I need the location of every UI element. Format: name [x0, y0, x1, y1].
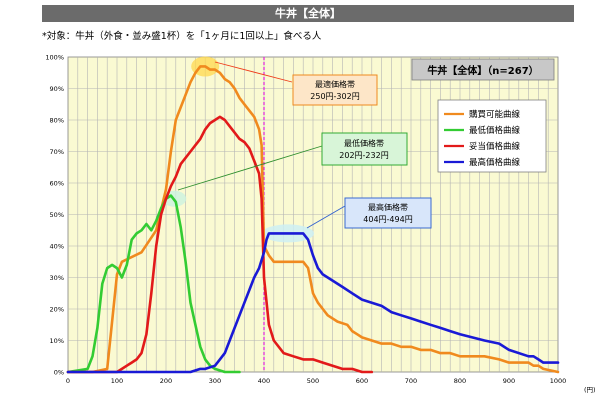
y-tick-label: 50%: [50, 211, 64, 219]
low-callout-leader: [177, 145, 323, 191]
high-callout-label: 最高価格帯: [368, 202, 408, 212]
grid: [68, 57, 558, 372]
x-tick-label: 0: [66, 377, 70, 385]
y-tick-label: 80%: [50, 117, 64, 125]
optimal-price-callout: 最適価格帯 250円-302円: [292, 74, 378, 106]
y-tick-label: 20%: [50, 306, 64, 314]
legend-label: 最低価格曲線: [469, 125, 521, 136]
chart-subtitle: *対象：牛丼（外食・並み盛1杯）を「1ヶ月に1回以上」食べる人: [42, 31, 322, 42]
x-tick-label: 800: [454, 377, 466, 385]
legend-label: 購買可能曲線: [469, 109, 521, 120]
series-lines: [66, 65, 560, 374]
series-line-1: [66, 194, 241, 374]
x-tick-label: 300: [209, 377, 221, 385]
y-tick-label: 0%: [54, 369, 64, 377]
x-axis-unit: (円): [584, 386, 596, 394]
high-callout-range: 404円-494円: [363, 215, 412, 224]
x-tick-label: 100: [111, 377, 123, 385]
y-tick-label: 60%: [50, 180, 64, 188]
high-callout-leader: [306, 205, 346, 229]
optimal-callout-range: 250円-302円: [310, 92, 359, 101]
low-callout-label: 最低価格帯: [344, 138, 384, 148]
x-tick-label: 500: [307, 377, 319, 385]
sample-size-box: 牛丼【全体】（n=267）: [411, 58, 555, 81]
series-line-2: [66, 115, 374, 374]
legend-label: 妥当価格曲線: [469, 141, 521, 152]
x-tick-label: 400: [258, 377, 270, 385]
y-tick-label: 40%: [50, 243, 64, 251]
y-tick-label: 10%: [50, 337, 64, 345]
y-tick-label: 100%: [45, 54, 64, 62]
x-tick-label: 700: [405, 377, 417, 385]
y-tick-label: 70%: [50, 148, 64, 156]
series-line-3: [66, 232, 560, 374]
series-line-0: [66, 65, 560, 374]
y-tick-label: 90%: [50, 85, 64, 93]
optimal-callout-label: 最適価格帯: [315, 79, 355, 89]
high-price-callout: 最高価格帯 404円-494円: [344, 197, 432, 229]
x-tick-label: 200: [160, 377, 172, 385]
x-tick-label: 900: [503, 377, 515, 385]
x-axis-ticks: 0 100 200 300 400 500 600 700 800 900 1000: [66, 377, 566, 385]
legend-label: 最高価格曲線: [469, 157, 521, 168]
optimal-callout-leader: [214, 61, 293, 83]
low-price-callout: 最低価格帯 202円-232円: [321, 132, 408, 166]
sample-size-label: 牛丼【全体】（n=267）: [427, 64, 538, 77]
y-axis-ticks: 0% 10% 20% 30% 40% 50% 60% 70% 80% 90% 100%: [45, 54, 64, 377]
low-callout-range: 202円-232円: [339, 151, 388, 160]
x-tick-label: 600: [356, 377, 368, 385]
x-tick-label: 1000: [550, 377, 567, 385]
chart-title: 牛丼【全体】: [42, 5, 574, 22]
y-tick-label: 30%: [50, 274, 64, 282]
